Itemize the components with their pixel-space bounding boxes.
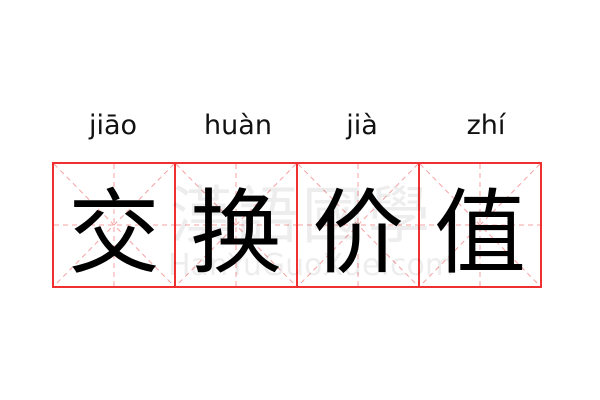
guide-lines <box>54 164 174 286</box>
character: 交 <box>67 179 160 287</box>
guide-lines <box>298 164 418 286</box>
watermark-chinese: 漢語國學 <box>170 179 435 252</box>
pinyin-3: zhí <box>466 110 506 141</box>
guide-lines <box>420 164 540 286</box>
character-cell: 交 <box>52 162 176 288</box>
guide-lines <box>176 164 296 286</box>
pinyin-1: huàn <box>204 110 272 141</box>
watermark-url: HanYuGuoXue.com <box>168 248 455 283</box>
character-cell: 值 <box>418 162 542 288</box>
character-cell: 价 <box>296 162 420 288</box>
pinyin-0: jiāo <box>88 110 138 141</box>
character: 值 <box>433 179 526 287</box>
character: 价 <box>311 179 404 287</box>
character: 换 <box>189 179 282 287</box>
character-grid: 交 换 价 值 <box>52 162 549 288</box>
pinyin-2: jià <box>346 110 378 141</box>
character-cell: 换 <box>174 162 298 288</box>
